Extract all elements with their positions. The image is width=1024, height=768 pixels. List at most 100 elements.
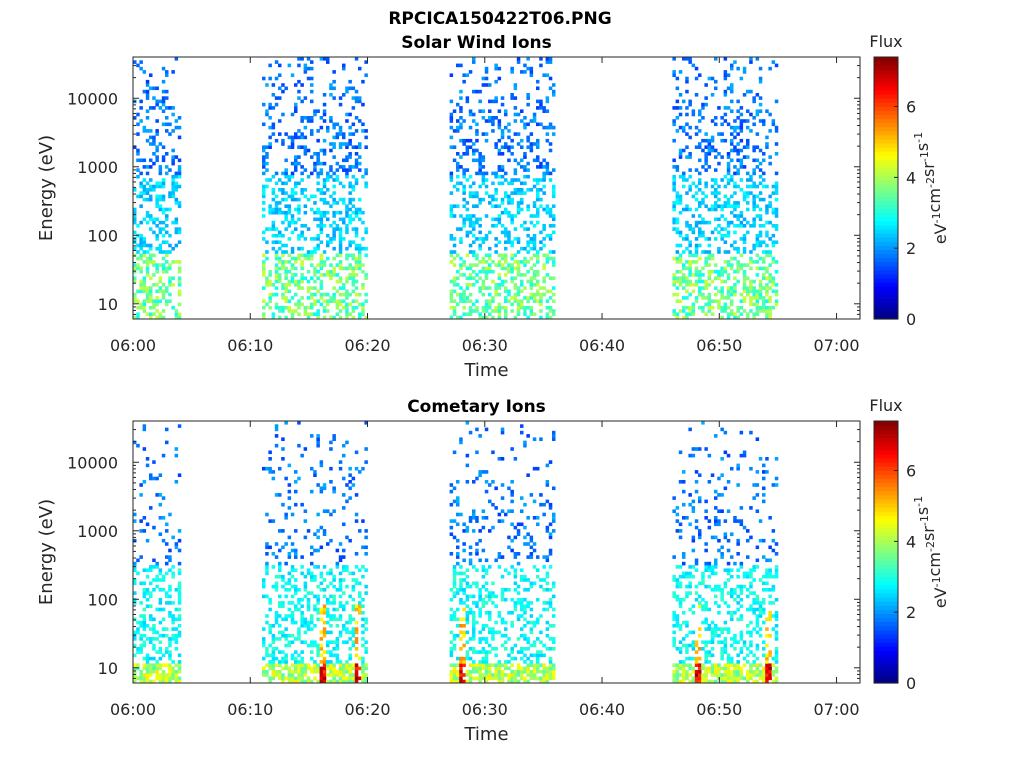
flux-cell	[481, 624, 486, 628]
flux-cell	[491, 591, 495, 595]
flux-cell	[478, 673, 482, 677]
flux-cell	[332, 434, 336, 438]
flux-cell	[136, 676, 140, 681]
flux-cell	[500, 519, 505, 523]
flux-cell	[536, 637, 540, 641]
flux-cell	[300, 119, 304, 123]
flux-cell	[465, 421, 470, 425]
flux-cell	[452, 263, 457, 267]
flux-cell	[456, 181, 460, 186]
flux-cell	[462, 119, 466, 123]
flux-cell	[523, 502, 527, 507]
flux-cell	[177, 568, 182, 572]
flux-cell	[158, 502, 163, 507]
flux-cell	[338, 466, 343, 471]
flux-cell	[484, 315, 489, 320]
flux-cell	[300, 260, 304, 264]
flux-cell	[768, 305, 772, 310]
flux-cell	[284, 86, 288, 91]
flux-cell	[717, 106, 721, 110]
flux-cell	[310, 194, 314, 199]
flux-cell	[155, 148, 159, 153]
flux-cell	[174, 230, 179, 235]
flux-cell	[488, 119, 492, 123]
flux-cell	[133, 292, 137, 297]
flux-cell	[755, 302, 760, 307]
flux-cell	[516, 650, 521, 654]
flux-cell	[452, 535, 457, 540]
flux-cell	[145, 188, 150, 192]
flux-cell	[310, 620, 314, 625]
flux-cell	[449, 525, 454, 530]
flux-cell	[714, 188, 718, 192]
flux-cell	[481, 574, 486, 579]
flux-cell	[726, 260, 731, 264]
flux-cell	[526, 604, 530, 608]
flux-cell	[710, 647, 715, 651]
flux-cell	[552, 217, 556, 222]
flux-cell	[704, 256, 708, 261]
flux-cell	[736, 250, 740, 254]
flux-cell	[675, 673, 680, 677]
flux-cell	[720, 214, 724, 218]
flux-cell	[165, 266, 169, 271]
flux-cell	[319, 545, 324, 550]
flux-cell	[475, 132, 479, 136]
flux-cell	[449, 233, 454, 238]
flux-cell	[500, 145, 505, 149]
flux-cell	[475, 476, 479, 481]
flux-cell	[532, 653, 537, 658]
flux-cell	[456, 269, 460, 274]
flux-cell	[297, 135, 301, 140]
flux-cell	[694, 207, 699, 212]
flux-cell	[730, 256, 734, 261]
flux-cell	[475, 584, 479, 589]
flux-cell	[494, 188, 498, 192]
flux-cell	[672, 574, 676, 579]
flux-cell	[158, 246, 163, 251]
flux-cell	[351, 676, 356, 681]
flux-cell	[281, 181, 285, 186]
flux-cell	[268, 470, 272, 474]
flux-cell	[335, 299, 340, 303]
flux-cell	[310, 76, 314, 81]
flux-cell	[488, 614, 492, 618]
flux-cell	[161, 266, 166, 271]
flux-cell	[500, 210, 505, 215]
flux-cell	[452, 486, 457, 491]
flux-cell	[152, 96, 156, 100]
flux-cell	[736, 260, 740, 264]
flux-cell	[364, 568, 368, 572]
flux-cell	[174, 243, 179, 248]
flux-cell	[548, 624, 553, 628]
flux-cell	[733, 145, 737, 149]
flux-cell	[749, 129, 753, 133]
flux-cell	[730, 299, 734, 303]
flux-cell	[142, 424, 147, 428]
flux-cell	[262, 594, 266, 599]
flux-cell	[730, 289, 734, 294]
flux-cell	[361, 237, 365, 241]
flux-cell	[472, 227, 476, 231]
flux-cell	[456, 669, 460, 674]
flux-cell	[268, 643, 272, 648]
flux-cell	[497, 673, 502, 677]
flux-cell	[161, 296, 166, 300]
flux-cell	[152, 679, 156, 684]
flux-cell	[335, 263, 340, 267]
flux-cell	[774, 181, 779, 186]
flux-cell	[468, 679, 473, 684]
flux-cell	[361, 679, 365, 684]
flux-cell	[322, 119, 327, 123]
flux-cell	[504, 568, 508, 572]
flux-cell	[348, 86, 352, 91]
flux-cell	[329, 273, 333, 277]
flux-cell	[459, 299, 463, 303]
flux-cell	[710, 640, 715, 644]
flux-cell	[749, 279, 753, 284]
flux-cell	[142, 184, 147, 189]
flux-cell	[342, 220, 346, 225]
flux-cell	[271, 240, 276, 244]
flux-cell	[488, 630, 492, 635]
flux-cell	[142, 286, 147, 290]
